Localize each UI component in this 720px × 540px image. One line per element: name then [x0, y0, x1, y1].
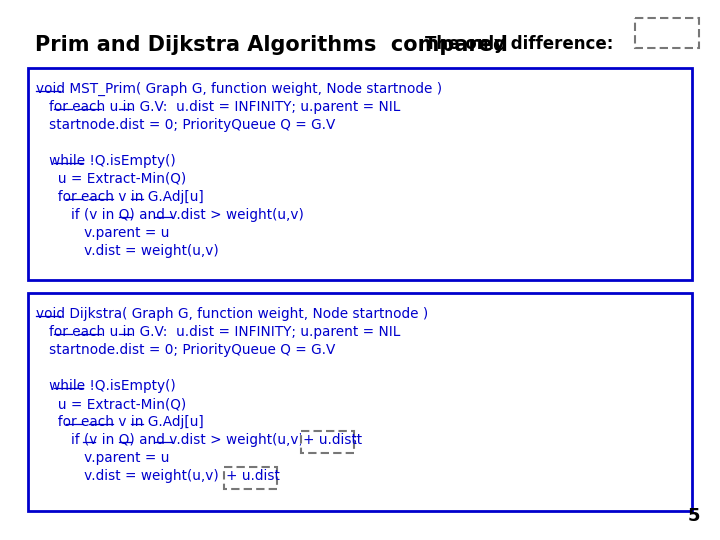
Text: 5: 5 [688, 507, 700, 525]
Text: Prim and Dijkstra Algorithms  compared: Prim and Dijkstra Algorithms compared [35, 35, 508, 55]
Text: v.parent = u: v.parent = u [36, 226, 169, 240]
Text: u = Extract-Min(Q): u = Extract-Min(Q) [36, 172, 186, 186]
Text: void MST_Prim( Graph G, function weight, Node startnode ): void MST_Prim( Graph G, function weight,… [36, 82, 442, 96]
Bar [301, 431, 354, 453]
Text: v.parent = u: v.parent = u [36, 451, 169, 465]
Text: while !Q.isEmpty(): while !Q.isEmpty() [36, 154, 176, 168]
Text: startnode.dist = 0; PriorityQueue Q = G.V: startnode.dist = 0; PriorityQueue Q = G.… [36, 343, 336, 357]
Text: v.dist = weight(u,v) + u.dist: v.dist = weight(u,v) + u.dist [36, 469, 277, 483]
Text: while !Q.isEmpty(): while !Q.isEmpty() [36, 379, 176, 393]
Text: for each u in G.V:  u.dist = INFINITY; u.parent = NIL: for each u in G.V: u.dist = INFINITY; u.… [36, 325, 400, 339]
Text: for each v in G.Adj[u]: for each v in G.Adj[u] [36, 415, 204, 429]
Text: if (v in Q) and v.dist > weight(u,v) + u.dist: if (v in Q) and v.dist > weight(u,v) + u… [36, 433, 362, 447]
Text: + u.dist: + u.dist [226, 469, 279, 483]
Text: v.dist = weight(u,v): v.dist = weight(u,v) [36, 244, 219, 258]
Text: + u.dist: + u.dist [303, 433, 356, 447]
Bar [224, 467, 277, 489]
Text: for each u in G.V:  u.dist = INFINITY; u.parent = NIL: for each u in G.V: u.dist = INFINITY; u.… [36, 100, 400, 114]
Bar [28, 293, 692, 511]
Text: startnode.dist = 0; PriorityQueue Q = G.V: startnode.dist = 0; PriorityQueue Q = G.… [36, 118, 336, 132]
Text: for each v in G.Adj[u]: for each v in G.Adj[u] [36, 190, 204, 204]
Text: void Dijkstra( Graph G, function weight, Node startnode ): void Dijkstra( Graph G, function weight,… [36, 307, 428, 321]
Text: The only difference:: The only difference: [425, 35, 613, 53]
Bar [635, 18, 699, 48]
Text: if (v in Q) and v.dist > weight(u,v): if (v in Q) and v.dist > weight(u,v) [36, 208, 304, 222]
Bar [28, 68, 692, 280]
Text: u = Extract-Min(Q): u = Extract-Min(Q) [36, 397, 186, 411]
